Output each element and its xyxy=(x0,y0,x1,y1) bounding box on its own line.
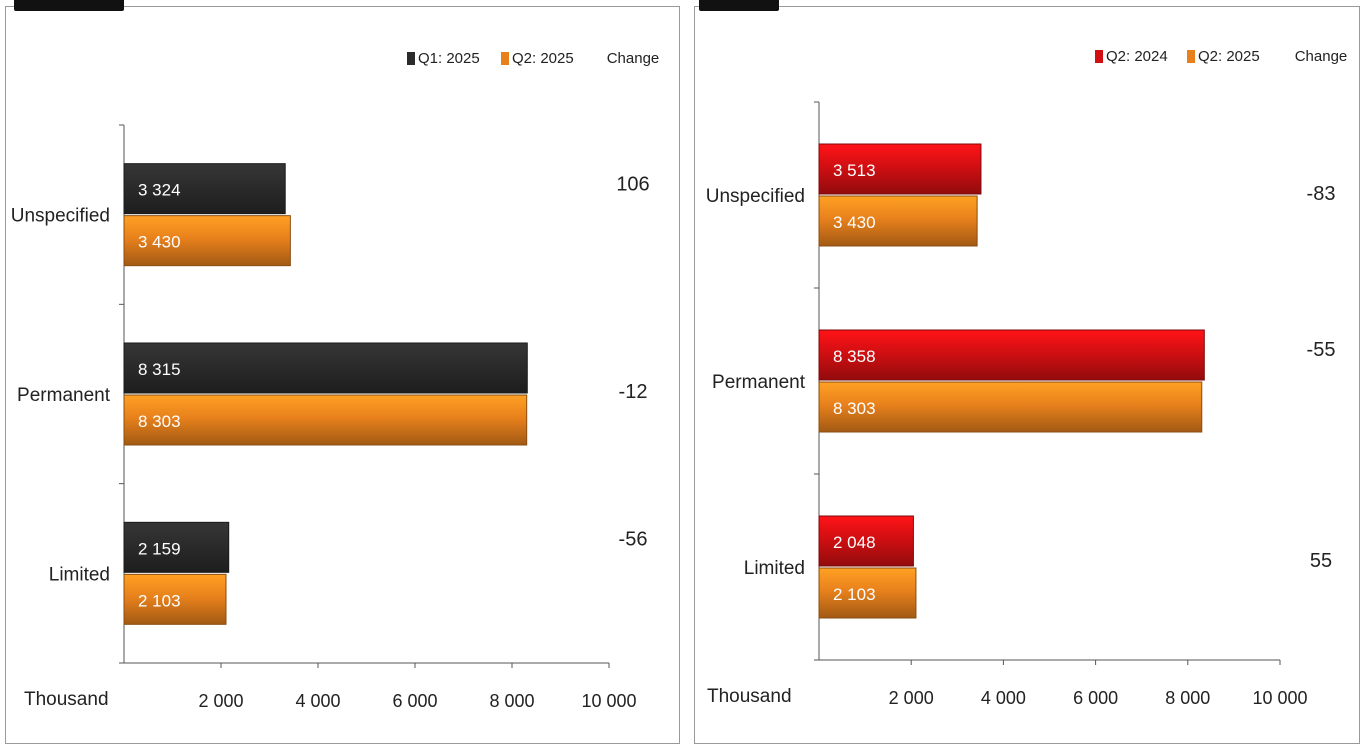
bar-value-label: 2 103 xyxy=(833,585,876,604)
x-tick-label: 2 000 xyxy=(889,688,934,708)
bar-value-label: 8 358 xyxy=(833,347,876,366)
bar-value-label: 8 303 xyxy=(138,412,181,431)
change-value: -55 xyxy=(1307,339,1336,361)
bar-value-label: 2 103 xyxy=(138,591,181,610)
x-tick-label: 2 000 xyxy=(198,691,243,711)
bar-q1-2025 xyxy=(123,163,286,215)
category-label: Permanent xyxy=(712,372,806,393)
chart-left: 2 000 4 000 6 000 8 000 10 000 Thousand Q1: 20… xyxy=(11,50,660,711)
bar-q2-2025 xyxy=(818,381,1203,433)
legend-label: Q1: 2025 xyxy=(418,50,480,67)
bar-q2-2025 xyxy=(818,195,978,247)
bar-value-label: 3 513 xyxy=(833,161,876,180)
x-tick-label: 6 000 xyxy=(1073,688,1118,708)
x-tick-label: 10 000 xyxy=(1252,688,1307,708)
change-header: Change xyxy=(1295,48,1348,65)
bar-value-label: 2 048 xyxy=(833,533,876,552)
change-value: 55 xyxy=(1310,550,1332,572)
chart-panel-right: 2 000 4 000 6 000 8 000 10 000 Thousand Q2: 20… xyxy=(694,0,1360,744)
bar-q1-2025 xyxy=(123,342,528,394)
bar-q2-2025 xyxy=(123,573,227,625)
legend-label: Q2: 2025 xyxy=(512,50,574,67)
clipped-title-fragment xyxy=(699,0,779,11)
clipped-title-fragment xyxy=(14,0,124,11)
legend-swatch xyxy=(501,52,509,65)
category-label: Unspecified xyxy=(706,186,805,207)
bar-q1-2025 xyxy=(123,521,230,573)
bar-q2-2025 xyxy=(818,567,917,619)
legend-label: Q2: 2025 xyxy=(1198,48,1260,65)
bar-value-label: 8 315 xyxy=(138,360,181,379)
bar-q2-2024 xyxy=(818,329,1205,381)
change-value: 106 xyxy=(616,174,649,196)
x-axis-unit-label: Thousand xyxy=(24,689,109,710)
legend-swatch xyxy=(1187,50,1195,63)
x-tick-label: 10 000 xyxy=(581,691,636,711)
change-header: Change xyxy=(607,50,660,67)
x-tick-label: 8 000 xyxy=(1165,688,1210,708)
x-tick-label: 4 000 xyxy=(295,691,340,711)
bar-q2-2025 xyxy=(123,394,528,446)
legend-label: Q2: 2024 xyxy=(1106,48,1168,65)
category-label: Limited xyxy=(49,564,110,585)
change-value: -12 xyxy=(619,381,648,403)
bar-q2-2025 xyxy=(123,215,291,267)
bar-value-label: 8 303 xyxy=(833,399,876,418)
x-tick-label: 8 000 xyxy=(489,691,534,711)
chart-panel-left: 2 000 4 000 6 000 8 000 10 000 Thousand Q1: 20… xyxy=(5,0,680,744)
chart-right: 2 000 4 000 6 000 8 000 10 000 Thousand Q2: 20… xyxy=(706,48,1348,708)
legend-swatch xyxy=(407,52,415,65)
category-label: Permanent xyxy=(17,385,111,406)
bar-value-label: 3 324 xyxy=(138,181,181,200)
change-value: -83 xyxy=(1307,183,1336,205)
legend-swatch xyxy=(1095,50,1103,63)
x-axis-unit-label: Thousand xyxy=(707,686,792,707)
change-value: -56 xyxy=(619,528,648,550)
category-label: Unspecified xyxy=(11,206,110,227)
x-tick-label: 6 000 xyxy=(392,691,437,711)
x-tick-label: 4 000 xyxy=(981,688,1026,708)
bar-value-label: 3 430 xyxy=(138,233,181,252)
bar-q2-2024 xyxy=(818,143,982,195)
bar-q2-2024 xyxy=(818,515,914,567)
category-label: Limited xyxy=(744,558,805,579)
bar-value-label: 2 159 xyxy=(138,539,181,558)
bar-value-label: 3 430 xyxy=(833,213,876,232)
